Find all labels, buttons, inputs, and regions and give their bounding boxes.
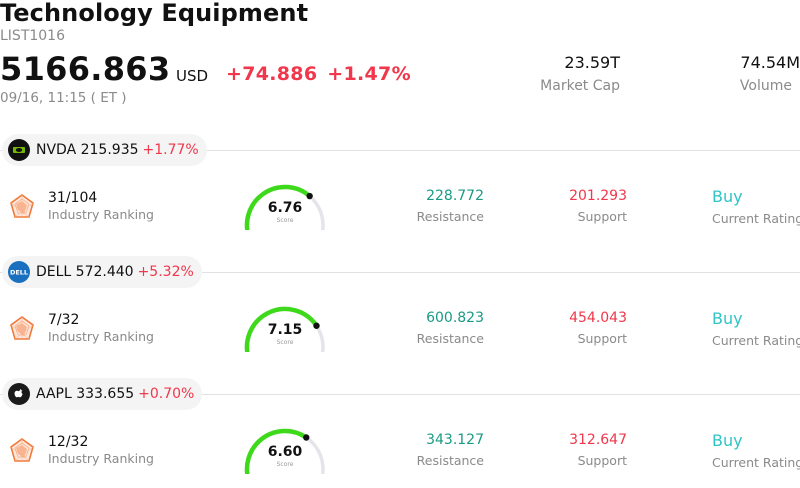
gauge-marker [306, 192, 313, 200]
volume-label: Volume [739, 78, 792, 94]
score-label: Score [276, 217, 294, 224]
score-gauge [244, 306, 325, 352]
ranking-icon [10, 194, 34, 218]
rating-label: Current Rating [712, 333, 800, 348]
gauge-marker [303, 434, 310, 441]
currency-label: USD [176, 67, 209, 85]
page-title: Technology Equipment [0, 0, 309, 27]
svg-text:DELL: DELL [10, 269, 28, 277]
gauge-fill [244, 184, 312, 230]
stock-chip[interactable]: AAPL 333.655 +0.70% [2, 378, 203, 410]
rating-label: Current Rating [712, 211, 800, 226]
rating-value[interactable]: Buy [712, 431, 743, 450]
gauge-fill [244, 306, 319, 352]
score-gauge [244, 184, 325, 230]
market-cap-value: 23.59T [564, 53, 620, 72]
industry-rank-label: Industry Ranking [48, 207, 154, 222]
industry-rank-label: Industry Ranking [48, 329, 154, 344]
rating-value[interactable]: Buy [712, 309, 743, 328]
score-value: 7.15 [267, 322, 303, 338]
stock-change-percent: +0.70% [138, 386, 195, 402]
row-divider [0, 150, 800, 151]
score-label: Score [276, 339, 294, 346]
industry-rank-label: Industry Ranking [48, 451, 154, 466]
gauge-fill [244, 428, 309, 474]
ranking-icon [10, 316, 34, 340]
score-label: Score [276, 461, 294, 468]
volume-value: 74.54M [740, 53, 800, 72]
rating-value[interactable]: Buy [712, 187, 743, 206]
resistance-value: 600.823 [426, 310, 484, 326]
dell-logo-icon: DELL [8, 261, 30, 283]
score-value: 6.76 [267, 200, 303, 216]
score-value: 6.60 [267, 444, 303, 460]
resistance-label: Resistance [416, 331, 484, 346]
stock-chip[interactable]: DELL DELL 572.440 +5.32% [2, 256, 202, 288]
stock-ticker-price: DELL 572.440 [36, 264, 134, 280]
resistance-label: Resistance [416, 209, 484, 224]
price-change: +74.886 +1.47% [226, 63, 411, 85]
stock-ticker-price: NVDA 215.935 [36, 142, 139, 158]
market-cap-label: Market Cap [540, 78, 620, 94]
score-gauge [244, 428, 325, 474]
stock-chip[interactable]: NVDA 215.935 +1.77% [2, 134, 207, 166]
ranking-icon [10, 438, 34, 462]
index-price: 5166.863 [0, 50, 171, 88]
change-value: +74.886 [226, 63, 318, 85]
resistance-value: 228.772 [426, 188, 484, 204]
row-divider [0, 394, 800, 395]
industry-rank-value: 12/32 [48, 434, 89, 450]
stock-change-percent: +5.32% [137, 264, 194, 280]
rating-label: Current Rating [712, 455, 800, 470]
support-label: Support [577, 453, 627, 468]
stock-change-percent: +1.77% [142, 142, 199, 158]
industry-rank-value: 31/104 [48, 190, 98, 206]
gauge-marker [313, 322, 320, 329]
resistance-value: 343.127 [426, 432, 484, 448]
support-value: 454.043 [569, 310, 627, 326]
support-value: 201.293 [569, 188, 627, 204]
resistance-label: Resistance [416, 453, 484, 468]
apple-logo-icon [8, 383, 30, 405]
row-divider [0, 272, 800, 273]
timestamp: 09/16, 11:15 ( ET ) [0, 90, 127, 106]
support-label: Support [577, 331, 627, 346]
change-percent: +1.47% [327, 63, 411, 85]
industry-rank-value: 7/32 [48, 312, 80, 328]
list-code: LIST1016 [0, 28, 65, 44]
support-label: Support [577, 209, 627, 224]
support-value: 312.647 [569, 432, 627, 448]
nvidia-logo-icon [8, 139, 30, 161]
stock-ticker-price: AAPL 333.655 [36, 386, 135, 402]
